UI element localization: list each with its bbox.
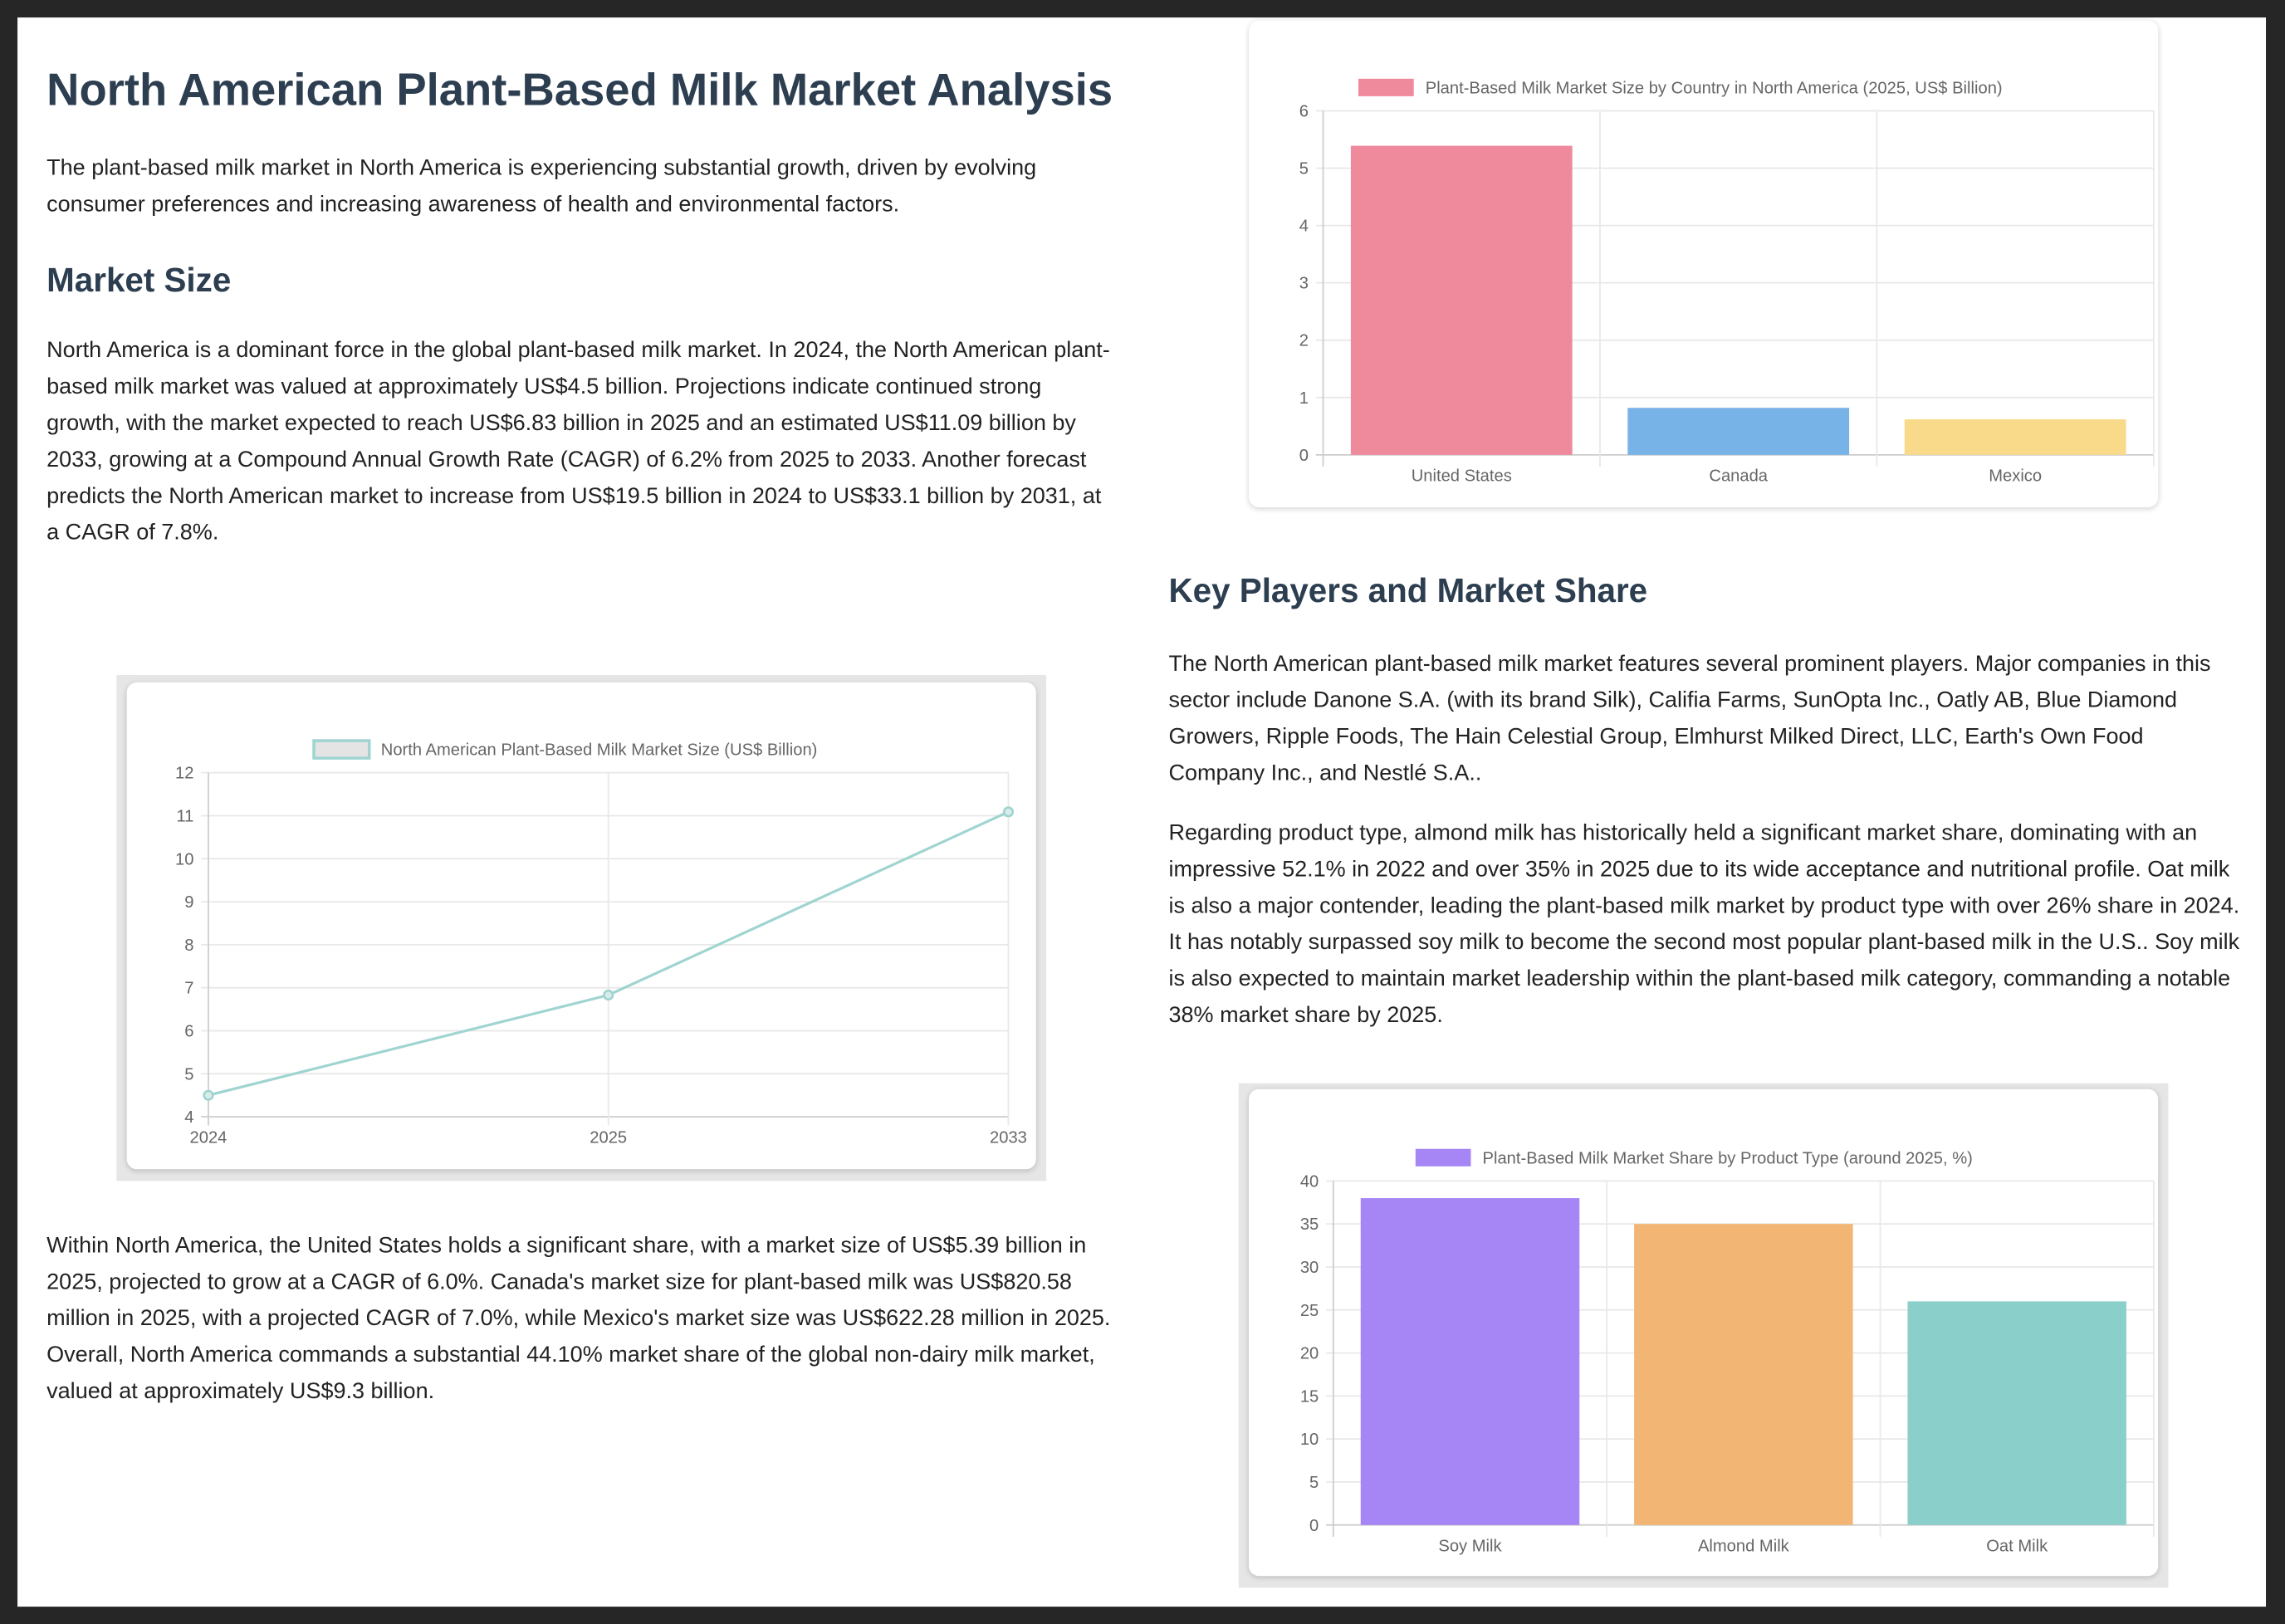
x-tick-label: Canada [1709,467,1768,485]
y-tick-label: 35 [1300,1216,1319,1234]
legend-swatch [1358,78,1414,96]
y-tick-label: 4 [184,1108,193,1127]
bar-canada [1627,408,1850,455]
y-tick-label: 1 [1299,389,1309,408]
x-tick-label: 2024 [190,1129,228,1147]
y-tick-label: 8 [184,937,193,955]
y-tick-label: 12 [175,765,193,783]
y-tick-label: 5 [184,1065,193,1083]
y-tick-label: 0 [1299,447,1309,465]
y-tick-label: 40 [1300,1172,1319,1191]
y-tick-label: 7 [184,980,193,998]
y-tick-label: 30 [1300,1259,1319,1277]
legend-label: Plant-Based Milk Market Size by Country … [1426,79,2003,97]
legend-label: Plant-Based Milk Market Share by Product… [1483,1149,1973,1167]
bar-almond-milk [1634,1224,1853,1525]
y-tick-label: 0 [1309,1517,1319,1535]
page: North American Plant-Based Milk Market A… [17,17,2267,1607]
page-title: North American Plant-Based Milk Market A… [46,64,1113,115]
y-tick-label: 9 [184,893,193,912]
country-bar-chart: Plant-Based Milk Market Size by Country … [1299,78,2155,485]
y-tick-label: 6 [184,1023,193,1041]
legend-swatch [312,739,371,760]
data-point [603,989,614,1001]
market-size-heading: Market Size [46,261,232,299]
key-players-paragraph-1: The North American plant-based milk mark… [1168,651,2211,786]
product-bar-chart: Plant-Based Milk Market Share by Product… [1300,1148,2155,1555]
bar-mexico [1904,419,2126,455]
y-tick-label: 25 [1300,1302,1319,1320]
key-players-paragraph-2: Regarding product type, almond milk has … [1168,820,2240,1028]
y-tick-label: 4 [1299,218,1309,236]
y-tick-label: 15 [1300,1387,1319,1406]
market-size-paragraph-2: Within North America, the United States … [46,1233,1111,1405]
y-tick-label: 5 [1299,160,1309,179]
data-point [203,1089,214,1101]
x-tick-label: 2025 [590,1129,627,1147]
y-tick-label: 3 [1299,275,1309,293]
x-tick-label: Oat Milk [1986,1537,2048,1555]
y-tick-label: 20 [1300,1345,1319,1363]
y-tick-label: 10 [1300,1431,1319,1449]
line-chart-card: North American Plant-Based Milk Market S… [126,682,1036,1170]
intro-paragraph: The plant-based milk market in North Ame… [46,155,1037,218]
x-tick-label: United States [1412,467,1512,485]
country-chart-card: Plant-Based Milk Market Size by Country … [1249,20,2159,508]
bar-soy-milk [1360,1198,1580,1525]
x-tick-label: Soy Milk [1438,1537,1502,1555]
market-size-paragraph-1: North America is a dominant force in the… [46,338,1110,545]
x-tick-label: 2033 [990,1129,1027,1147]
y-tick-label: 2 [1299,332,1309,350]
bar-united-states [1350,145,1573,455]
y-tick-label: 11 [176,808,193,826]
x-tick-label: Almond Milk [1698,1537,1790,1555]
data-point [1002,806,1015,818]
product-chart-card: Plant-Based Milk Market Share by Product… [1249,1088,2159,1577]
y-tick-label: 6 [1299,102,1309,120]
key-players-heading: Key Players and Market Share [1168,571,1648,610]
legend-swatch [1415,1148,1471,1167]
left-column: North American Plant-Based Milk Market A… [46,17,1118,1404]
y-tick-label: 5 [1309,1474,1319,1492]
legend-label: North American Plant-Based Milk Market S… [381,741,818,760]
y-tick-label: 10 [175,850,193,868]
bar-oat-milk [1907,1301,2126,1525]
market-size-line-chart: North American Plant-Based Milk Market S… [175,739,1027,1147]
x-tick-label: Mexico [1989,467,2042,485]
